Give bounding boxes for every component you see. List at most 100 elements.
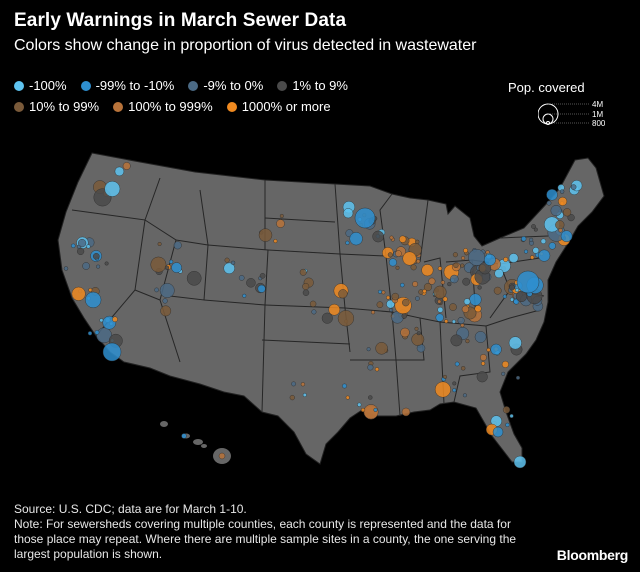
sewershed-dot [388, 258, 397, 267]
note-text: Note: For sewersheds covering multiple c… [14, 517, 517, 561]
legend-item: 10% to 99% [14, 99, 99, 114]
sewershed-dot [186, 270, 202, 286]
sewershed-dot [378, 289, 383, 294]
sewershed-dot [540, 238, 547, 245]
sewershed-dot [71, 286, 86, 301]
legend-swatch [14, 80, 24, 91]
sewershed-dot [462, 277, 471, 286]
sewershed-dot [447, 282, 452, 287]
sewershed-dot [374, 367, 380, 372]
sewershed-dot [401, 313, 407, 319]
legend-label: -9% to 0% [203, 78, 264, 93]
sewershed-dot [258, 228, 273, 242]
sewershed-dot [437, 266, 443, 271]
sewershed-dot [159, 283, 175, 298]
sewershed-dot [94, 330, 100, 335]
sewershed-dot [515, 288, 520, 293]
sewershed-dot [171, 262, 182, 273]
sewershed-dot [452, 381, 457, 386]
sewershed-dot [162, 298, 168, 304]
sewershed-dot [546, 200, 552, 206]
sewershed-dot [157, 241, 162, 246]
sewershed-dot [395, 250, 402, 257]
sewershed-dot [449, 303, 457, 311]
legend-row-2: 10% to 99% 100% to 999% 1000% or more [14, 99, 348, 114]
sewershed-dot [451, 319, 456, 324]
sewershed-dot [501, 371, 506, 376]
sewershed-dot [400, 327, 410, 338]
sewershed-dot [223, 262, 235, 274]
sewershed-dots [63, 162, 583, 469]
sewershed-dot [477, 285, 482, 290]
sewershed-dot [328, 303, 341, 316]
sewershed-dot [104, 261, 109, 266]
pop-label-4m: 4M [592, 100, 603, 109]
sewershed-dot [493, 286, 502, 295]
sewershed-dot [479, 354, 487, 361]
sewershed-dot [321, 312, 333, 324]
sewershed-dot [435, 313, 444, 322]
sewershed-dot [309, 300, 317, 308]
sewershed-dot [371, 310, 376, 315]
sewershed-dot [93, 252, 100, 260]
bloomberg-logo: Bloomberg [556, 547, 629, 563]
sewershed-dot [259, 272, 266, 279]
sewershed-dot [337, 310, 355, 327]
sewershed-dot [555, 220, 565, 230]
sewershed-dot [104, 180, 121, 197]
sewershed-dot [528, 237, 534, 242]
chart-title: Early Warnings in March Sewer Data [14, 10, 347, 31]
sewershed-dot [150, 256, 167, 273]
sewershed-dot [154, 287, 159, 293]
sewershed-dot [302, 289, 310, 296]
sewershed-dot [570, 184, 577, 190]
sewershed-dot [122, 162, 131, 170]
sewershed-dot [423, 283, 432, 292]
sewershed-dot [291, 381, 296, 387]
sewershed-dot [532, 247, 540, 254]
legend-label: 10% to 99% [29, 99, 100, 114]
sewershed-dot [533, 227, 538, 232]
sewershed-dot [562, 208, 572, 217]
legend-row-1: -100% -99% to -10% -9% to 0% 1% to 9% [14, 78, 348, 93]
sewershed-dot [548, 242, 556, 250]
legend-label: -99% to -10% [95, 78, 175, 93]
sewershed-dot [550, 205, 562, 217]
sewershed-dot [452, 388, 457, 393]
sewershed-dot [411, 332, 425, 346]
sewershed-dot [372, 230, 385, 243]
legend-item: 1000% or more [226, 99, 331, 114]
legend-swatch [226, 101, 237, 112]
sewershed-dot [402, 298, 410, 307]
sewershed-dot [181, 433, 187, 439]
sewershed-dot [476, 371, 488, 383]
sewershed-dot [443, 374, 448, 379]
sewershed-dot [173, 241, 182, 250]
sewershed-dot [289, 395, 295, 401]
sewershed-dot [490, 343, 502, 356]
sewershed-dot [415, 296, 420, 301]
sewershed-dot [169, 259, 174, 264]
sewershed-dot [349, 232, 363, 246]
sewershed-dot [524, 249, 529, 254]
sewershed-dot [231, 260, 236, 265]
sewershed-dot [516, 375, 521, 380]
sewershed-dot [391, 292, 399, 301]
sewershed-dot [463, 248, 468, 253]
sewershed-dot [345, 395, 350, 400]
source-note: Source: U.S. CDC; data are for March 1-1… [14, 502, 534, 562]
sewershed-dot [395, 265, 400, 270]
chart-subtitle: Colors show change in proportion of viru… [14, 37, 477, 54]
legend-item: 100% to 999% [113, 99, 213, 114]
sewershed-dot [87, 331, 93, 336]
legend-item: -9% to 0% [188, 78, 263, 93]
sewershed-dot [238, 275, 245, 281]
sewershed-dot [559, 189, 565, 194]
sewershed-dot [399, 235, 407, 243]
sewershed-dot [164, 265, 169, 270]
pop-label-800: 800 [592, 119, 606, 128]
sewershed-dot [400, 282, 405, 288]
sewershed-dot [112, 316, 118, 323]
sewershed-dot [481, 361, 486, 366]
sewershed-dot [416, 331, 421, 336]
